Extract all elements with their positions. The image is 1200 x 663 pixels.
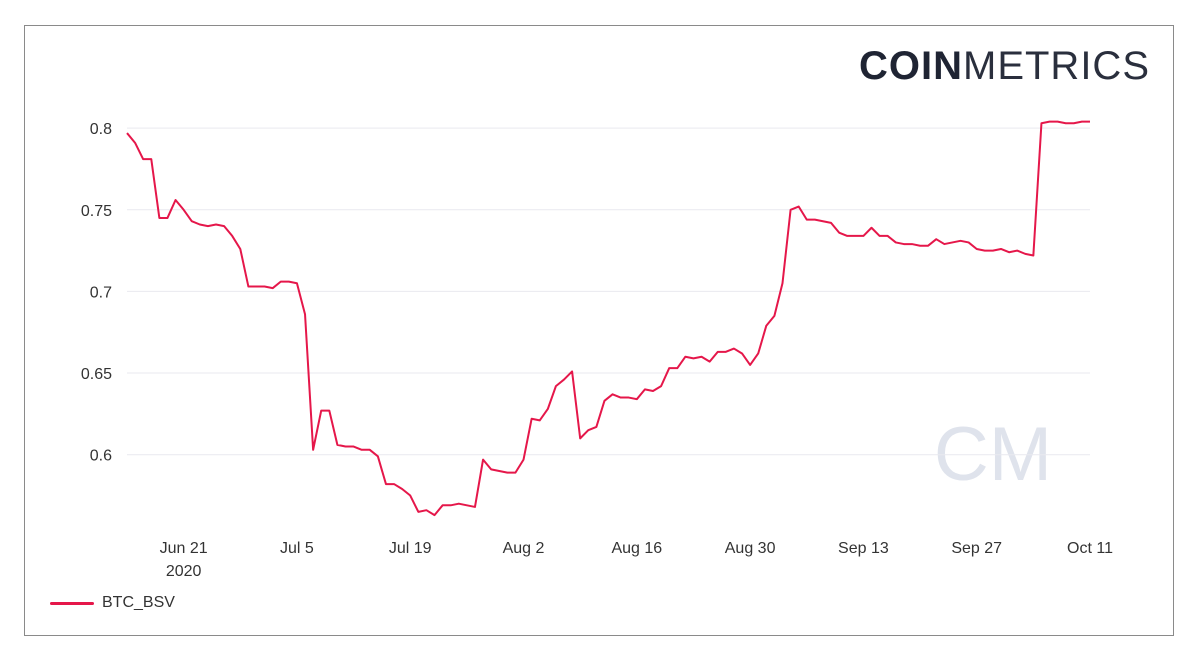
x-tick-label: Sep 13 [838,540,889,557]
logo-part-coin: COIN [859,44,963,88]
x-tick-label: Jun 21 [160,540,208,557]
x-tick-label: Sep 27 [951,540,1002,557]
y-tick-label: 0.8 [90,121,112,138]
x-tick-label: Jul 19 [389,540,432,557]
gridlines [127,127,1090,456]
x-tick-label: Jul 5 [280,540,314,557]
x-axis: Jun 21 2020 Jul 5 Jul 19 Aug 2 Aug 16 Aug 30 Se… [160,540,1113,580]
series-layer [126,120,1090,517]
x-tick-sublabel: 2020 [166,563,202,580]
x-tick-label: Aug 16 [611,540,662,557]
x-tick-label: Aug 2 [503,540,545,557]
y-tick-label: 0.75 [81,203,112,220]
y-tick-label: 0.7 [90,284,112,301]
y-axis: 0.6 0.65 0.7 0.75 0.8 [81,121,112,465]
x-tick-label: Oct 11 [1067,540,1113,557]
y-tick-label: 0.6 [90,448,112,465]
legend-label-btc-bsv: BTC_BSV [102,594,175,611]
logo-part-metrics: METRICS [963,44,1150,88]
legend[interactable]: BTC_BSV [50,594,175,612]
coinmetrics-logo: COINMETRICS [859,44,1150,89]
series-line-btc-bsv[interactable] [126,120,1090,517]
chart-frame [24,25,1174,636]
x-tick-label: Aug 30 [725,540,776,557]
y-tick-label: 0.65 [81,366,112,383]
legend-swatch-btc-bsv [50,601,94,605]
